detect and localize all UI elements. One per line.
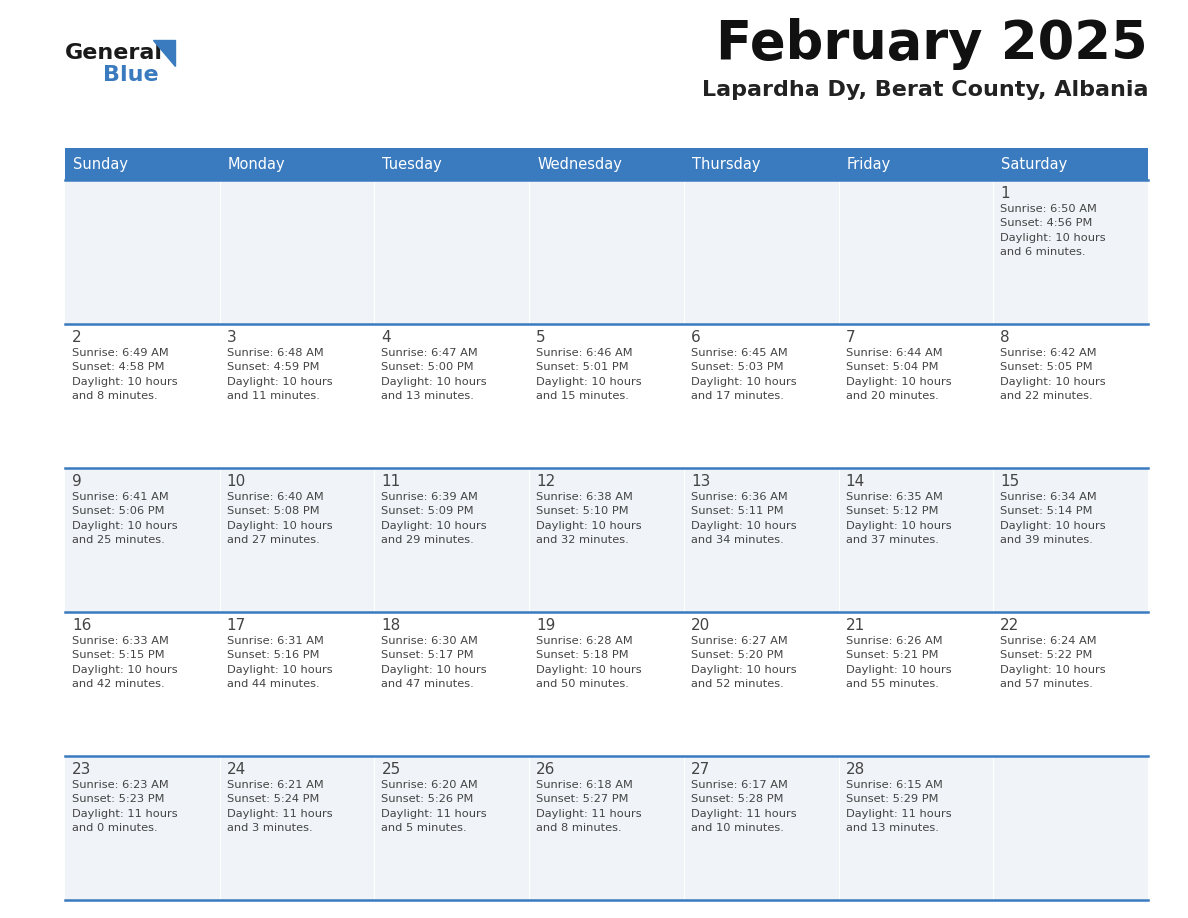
Text: Sunrise: 6:33 AM
Sunset: 5:15 PM
Daylight: 10 hours
and 42 minutes.: Sunrise: 6:33 AM Sunset: 5:15 PM Dayligh… — [72, 636, 178, 689]
Text: Sunrise: 6:30 AM
Sunset: 5:17 PM
Daylight: 10 hours
and 47 minutes.: Sunrise: 6:30 AM Sunset: 5:17 PM Dayligh… — [381, 636, 487, 689]
Text: Sunday: Sunday — [72, 156, 128, 172]
Text: Wednesday: Wednesday — [537, 156, 623, 172]
Text: 19: 19 — [536, 618, 556, 633]
Text: Sunrise: 6:20 AM
Sunset: 5:26 PM
Daylight: 11 hours
and 5 minutes.: Sunrise: 6:20 AM Sunset: 5:26 PM Dayligh… — [381, 780, 487, 834]
Text: 9: 9 — [72, 474, 82, 489]
Text: 28: 28 — [846, 762, 865, 777]
Text: 10: 10 — [227, 474, 246, 489]
Text: Sunrise: 6:48 AM
Sunset: 4:59 PM
Daylight: 10 hours
and 11 minutes.: Sunrise: 6:48 AM Sunset: 4:59 PM Dayligh… — [227, 348, 333, 401]
Text: 21: 21 — [846, 618, 865, 633]
Text: Friday: Friday — [847, 156, 891, 172]
Text: Monday: Monday — [228, 156, 285, 172]
Text: Sunrise: 6:46 AM
Sunset: 5:01 PM
Daylight: 10 hours
and 15 minutes.: Sunrise: 6:46 AM Sunset: 5:01 PM Dayligh… — [536, 348, 642, 401]
Bar — [65, 180, 1148, 324]
Text: Sunrise: 6:34 AM
Sunset: 5:14 PM
Daylight: 10 hours
and 39 minutes.: Sunrise: 6:34 AM Sunset: 5:14 PM Dayligh… — [1000, 492, 1106, 545]
Text: 16: 16 — [72, 618, 91, 633]
Text: Sunrise: 6:17 AM
Sunset: 5:28 PM
Daylight: 11 hours
and 10 minutes.: Sunrise: 6:17 AM Sunset: 5:28 PM Dayligh… — [691, 780, 796, 834]
Text: Saturday: Saturday — [1001, 156, 1068, 172]
Bar — [529, 148, 684, 180]
Bar — [374, 148, 529, 180]
Text: Sunrise: 6:49 AM
Sunset: 4:58 PM
Daylight: 10 hours
and 8 minutes.: Sunrise: 6:49 AM Sunset: 4:58 PM Dayligh… — [72, 348, 178, 401]
Text: 4: 4 — [381, 330, 391, 345]
Text: Blue: Blue — [103, 65, 159, 85]
Text: Sunrise: 6:41 AM
Sunset: 5:06 PM
Daylight: 10 hours
and 25 minutes.: Sunrise: 6:41 AM Sunset: 5:06 PM Dayligh… — [72, 492, 178, 545]
Text: Sunrise: 6:31 AM
Sunset: 5:16 PM
Daylight: 10 hours
and 44 minutes.: Sunrise: 6:31 AM Sunset: 5:16 PM Dayligh… — [227, 636, 333, 689]
Polygon shape — [153, 40, 175, 66]
Text: 5: 5 — [536, 330, 545, 345]
Text: Thursday: Thursday — [691, 156, 760, 172]
Text: Sunrise: 6:23 AM
Sunset: 5:23 PM
Daylight: 11 hours
and 0 minutes.: Sunrise: 6:23 AM Sunset: 5:23 PM Dayligh… — [72, 780, 178, 834]
Text: 18: 18 — [381, 618, 400, 633]
Bar — [684, 148, 839, 180]
Text: Sunrise: 6:26 AM
Sunset: 5:21 PM
Daylight: 10 hours
and 55 minutes.: Sunrise: 6:26 AM Sunset: 5:21 PM Dayligh… — [846, 636, 952, 689]
Text: 26: 26 — [536, 762, 556, 777]
Bar — [220, 148, 374, 180]
Text: Sunrise: 6:47 AM
Sunset: 5:00 PM
Daylight: 10 hours
and 13 minutes.: Sunrise: 6:47 AM Sunset: 5:00 PM Dayligh… — [381, 348, 487, 401]
Text: 22: 22 — [1000, 618, 1019, 633]
Bar — [65, 148, 220, 180]
Text: 3: 3 — [227, 330, 236, 345]
Text: Sunrise: 6:39 AM
Sunset: 5:09 PM
Daylight: 10 hours
and 29 minutes.: Sunrise: 6:39 AM Sunset: 5:09 PM Dayligh… — [381, 492, 487, 545]
Text: Sunrise: 6:21 AM
Sunset: 5:24 PM
Daylight: 11 hours
and 3 minutes.: Sunrise: 6:21 AM Sunset: 5:24 PM Dayligh… — [227, 780, 333, 834]
Text: General: General — [65, 43, 163, 63]
Bar — [839, 148, 993, 180]
Bar — [65, 612, 1148, 756]
Text: 1: 1 — [1000, 186, 1010, 201]
Bar — [65, 756, 1148, 900]
Text: Sunrise: 6:18 AM
Sunset: 5:27 PM
Daylight: 11 hours
and 8 minutes.: Sunrise: 6:18 AM Sunset: 5:27 PM Dayligh… — [536, 780, 642, 834]
Text: 6: 6 — [691, 330, 701, 345]
Text: 11: 11 — [381, 474, 400, 489]
Text: 13: 13 — [691, 474, 710, 489]
Text: Tuesday: Tuesday — [383, 156, 442, 172]
Text: 23: 23 — [72, 762, 91, 777]
Text: Sunrise: 6:24 AM
Sunset: 5:22 PM
Daylight: 10 hours
and 57 minutes.: Sunrise: 6:24 AM Sunset: 5:22 PM Dayligh… — [1000, 636, 1106, 689]
Text: 17: 17 — [227, 618, 246, 633]
Text: Sunrise: 6:28 AM
Sunset: 5:18 PM
Daylight: 10 hours
and 50 minutes.: Sunrise: 6:28 AM Sunset: 5:18 PM Dayligh… — [536, 636, 642, 689]
Text: Sunrise: 6:38 AM
Sunset: 5:10 PM
Daylight: 10 hours
and 32 minutes.: Sunrise: 6:38 AM Sunset: 5:10 PM Dayligh… — [536, 492, 642, 545]
Text: Sunrise: 6:35 AM
Sunset: 5:12 PM
Daylight: 10 hours
and 37 minutes.: Sunrise: 6:35 AM Sunset: 5:12 PM Dayligh… — [846, 492, 952, 545]
Text: 8: 8 — [1000, 330, 1010, 345]
Text: Sunrise: 6:15 AM
Sunset: 5:29 PM
Daylight: 11 hours
and 13 minutes.: Sunrise: 6:15 AM Sunset: 5:29 PM Dayligh… — [846, 780, 952, 834]
Text: Sunrise: 6:42 AM
Sunset: 5:05 PM
Daylight: 10 hours
and 22 minutes.: Sunrise: 6:42 AM Sunset: 5:05 PM Dayligh… — [1000, 348, 1106, 401]
Text: Sunrise: 6:40 AM
Sunset: 5:08 PM
Daylight: 10 hours
and 27 minutes.: Sunrise: 6:40 AM Sunset: 5:08 PM Dayligh… — [227, 492, 333, 545]
Bar — [65, 468, 1148, 612]
Text: 12: 12 — [536, 474, 556, 489]
Text: 24: 24 — [227, 762, 246, 777]
Text: 25: 25 — [381, 762, 400, 777]
Text: Sunrise: 6:27 AM
Sunset: 5:20 PM
Daylight: 10 hours
and 52 minutes.: Sunrise: 6:27 AM Sunset: 5:20 PM Dayligh… — [691, 636, 796, 689]
Text: 14: 14 — [846, 474, 865, 489]
Text: 7: 7 — [846, 330, 855, 345]
Bar — [993, 148, 1148, 180]
Bar — [65, 324, 1148, 468]
Text: 15: 15 — [1000, 474, 1019, 489]
Text: Lapardha Dy, Berat County, Albania: Lapardha Dy, Berat County, Albania — [701, 80, 1148, 100]
Text: Sunrise: 6:50 AM
Sunset: 4:56 PM
Daylight: 10 hours
and 6 minutes.: Sunrise: 6:50 AM Sunset: 4:56 PM Dayligh… — [1000, 204, 1106, 257]
Text: February 2025: February 2025 — [716, 18, 1148, 70]
Text: 2: 2 — [72, 330, 82, 345]
Text: Sunrise: 6:44 AM
Sunset: 5:04 PM
Daylight: 10 hours
and 20 minutes.: Sunrise: 6:44 AM Sunset: 5:04 PM Dayligh… — [846, 348, 952, 401]
Text: 20: 20 — [691, 618, 710, 633]
Text: 27: 27 — [691, 762, 710, 777]
Text: Sunrise: 6:45 AM
Sunset: 5:03 PM
Daylight: 10 hours
and 17 minutes.: Sunrise: 6:45 AM Sunset: 5:03 PM Dayligh… — [691, 348, 796, 401]
Text: Sunrise: 6:36 AM
Sunset: 5:11 PM
Daylight: 10 hours
and 34 minutes.: Sunrise: 6:36 AM Sunset: 5:11 PM Dayligh… — [691, 492, 796, 545]
